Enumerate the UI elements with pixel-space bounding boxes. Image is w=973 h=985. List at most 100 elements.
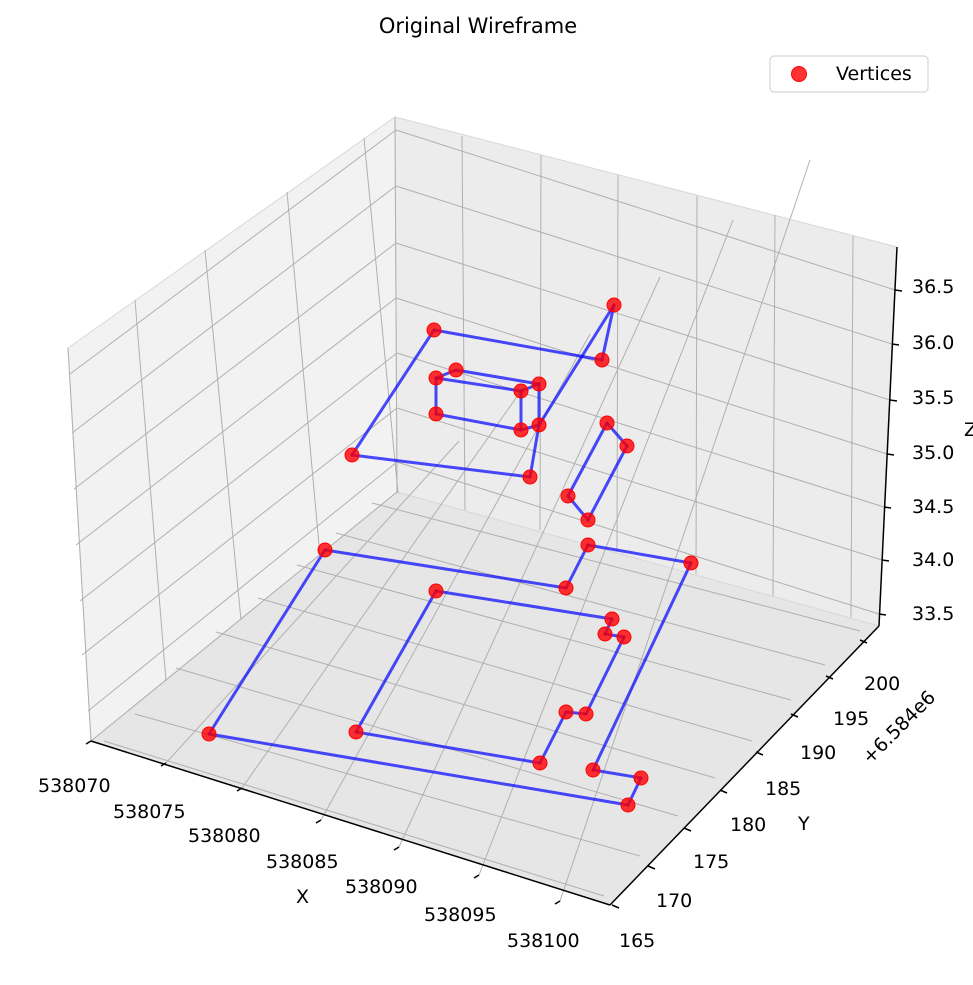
x-tick-label: 538070: [38, 775, 111, 797]
wireframe-edge: [323, 548, 568, 590]
grid-line: [90, 491, 398, 742]
wireframe-edge: [537, 303, 616, 427]
grid-line: [395, 129, 896, 291]
vertex-point: [580, 537, 596, 553]
wireframe-vertices: [201, 297, 699, 813]
grid-line: [396, 352, 885, 508]
grid-line: [75, 297, 397, 546]
z-tick-label: 36.0: [912, 332, 954, 354]
vertex-point: [558, 580, 574, 596]
x-tick-mark: [473, 874, 480, 879]
grid-line: [73, 242, 397, 490]
wireframe-edge: [591, 561, 693, 772]
wireframe-edge: [600, 303, 616, 362]
vertex-point: [428, 406, 444, 422]
vertex-point: [560, 488, 576, 504]
grid-line: [371, 502, 861, 632]
grid-line: [69, 129, 397, 375]
y-tick-label: 200: [864, 673, 900, 695]
grid-lines: [67, 116, 896, 902]
wireframe-edge: [207, 548, 327, 736]
vertex-point: [348, 724, 364, 740]
wireframe-edge: [566, 421, 609, 498]
grid-line: [850, 235, 854, 618]
y-tick-label: 175: [693, 851, 729, 873]
grid-line: [71, 185, 397, 434]
z-tick-label: 35.0: [912, 442, 954, 464]
grid-line: [395, 242, 891, 401]
vertex-point: [448, 362, 464, 378]
vertex-point: [599, 415, 615, 431]
y-tick-label: 185: [765, 778, 801, 800]
z-axis-label: Z: [964, 419, 973, 441]
x-tick-mark: [315, 819, 322, 824]
grid-line: [175, 667, 679, 817]
grid-line: [695, 195, 698, 575]
vertex-point: [428, 583, 444, 599]
y-tick-label: 165: [619, 930, 655, 952]
vertex-point: [620, 797, 636, 813]
y-tick-label: 190: [800, 742, 836, 764]
wireframe-edge: [354, 730, 542, 765]
vertex-point: [578, 706, 594, 722]
grid-line: [539, 154, 542, 531]
grid-line: [134, 713, 641, 857]
x-tick-label: 538080: [188, 825, 261, 847]
wireframe-edge: [434, 589, 614, 621]
y-tick-label: 170: [656, 890, 692, 912]
z-tick-label: 35.5: [912, 387, 954, 409]
vertex-point: [594, 352, 610, 368]
x-axis-label: X: [296, 886, 309, 908]
z-tick-mark: [891, 343, 900, 346]
vertex-point: [597, 626, 613, 642]
grid-line: [398, 276, 661, 848]
vertex-point: [616, 629, 632, 645]
vertex-point: [522, 469, 538, 485]
vertex-point: [558, 704, 574, 720]
z-tick-mark: [881, 559, 890, 562]
wireframe-edge: [454, 368, 541, 386]
grid-line: [396, 407, 883, 561]
grid-line: [79, 352, 398, 602]
vertex-point: [201, 726, 217, 742]
tick-marks: [85, 289, 903, 909]
y-tick-mark: [611, 904, 620, 909]
z-axis: 33.5 34.0 34.5 35.0 35.5 36.0 36.5 Z: [912, 276, 973, 625]
vertex-point: [604, 611, 620, 627]
grid-line: [215, 631, 716, 779]
wireframe-edge: [586, 543, 693, 565]
x-tick-mark: [554, 900, 561, 905]
grid-line: [165, 440, 460, 764]
vertex-point: [513, 422, 529, 438]
chart-title: Original Wireframe: [379, 14, 577, 38]
grid-line: [103, 740, 605, 897]
grid-line: [394, 116, 398, 493]
vertex-point: [619, 438, 635, 454]
y-tick-label: 195: [833, 708, 869, 730]
grid-line: [81, 407, 398, 656]
z-tick-mark: [889, 399, 898, 402]
x-tick-mark: [393, 846, 400, 851]
grid-line: [396, 461, 880, 615]
vertex-point: [580, 512, 596, 528]
grid-line: [559, 159, 811, 902]
wireframe-edge: [350, 453, 532, 479]
wireframe-edge: [584, 635, 626, 716]
z-axis-line: [878, 246, 898, 627]
y-axis-label: Y: [797, 813, 810, 835]
grid-line: [296, 564, 792, 701]
x-tick-label: 538100: [507, 930, 580, 952]
z-tick-mark: [894, 289, 903, 292]
y-axis-line: [609, 625, 880, 906]
wireframe-edge: [354, 589, 438, 734]
grid-line: [257, 597, 753, 742]
wireframe-edge: [586, 444, 629, 522]
vertex-point: [344, 447, 360, 463]
wireframe-edge: [207, 732, 630, 807]
vertex-point: [531, 417, 547, 433]
vertex-point: [633, 770, 649, 786]
wireframe-edge: [564, 543, 590, 590]
x-tick-mark: [85, 740, 92, 745]
z-tick-label: 33.5: [912, 603, 954, 625]
z-tick-label: 34.5: [912, 496, 954, 518]
